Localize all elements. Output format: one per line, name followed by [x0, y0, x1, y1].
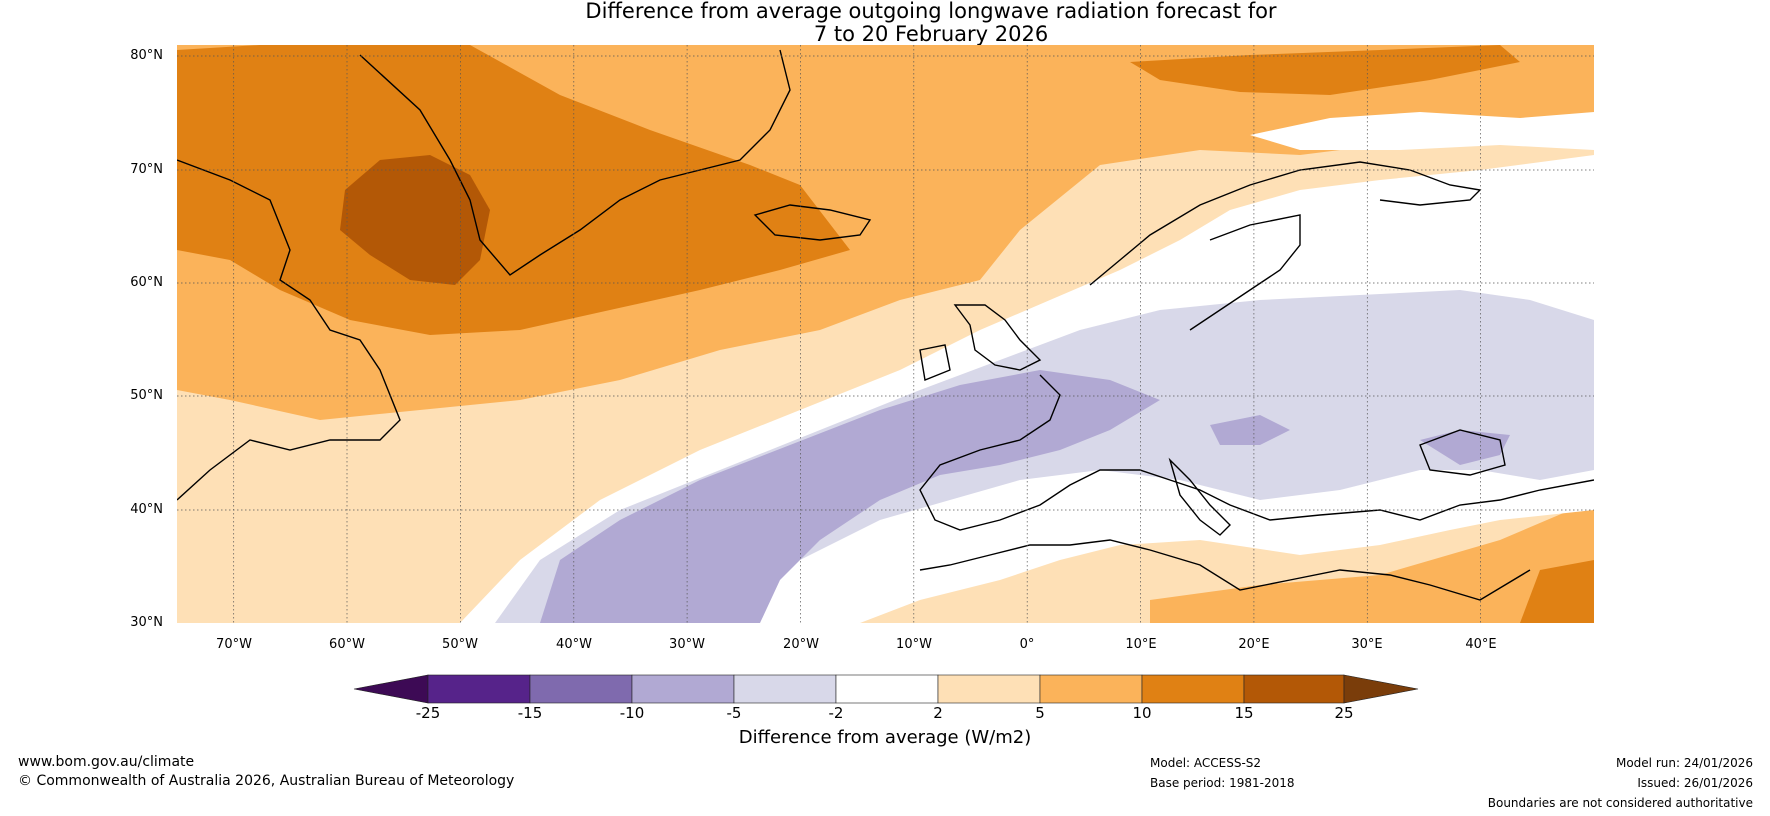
colorbar-segment-2-5 — [937, 674, 1041, 704]
coastline-black-sea — [1419, 429, 1506, 476]
lon-label-30e: 30°E — [1351, 637, 1383, 652]
lon-label-20w: 20°W — [783, 637, 819, 652]
chart-title: Difference from average outgoing longwav… — [0, 0, 1770, 46]
colorbar-segment-neg25-neg15 — [427, 674, 531, 704]
colorbar-tick-neg2: -2 — [828, 704, 844, 722]
footer-base-period: Base period: 1981-2018 — [1150, 776, 1295, 790]
colorbar-segment-neg2-2 — [835, 674, 939, 704]
footer-issued: Issued: 26/01/2026 — [1637, 776, 1753, 790]
coastline-north-africa — [919, 539, 1531, 601]
title-line-1: Difference from average outgoing longwav… — [585, 0, 1277, 23]
colorbar-segment-neg15-neg10 — [529, 674, 633, 704]
coastline-iceland — [753, 204, 872, 241]
lon-label-50w: 50°W — [442, 637, 478, 652]
colorbar-segment-10-15 — [1141, 674, 1245, 704]
anomaly-band-10-15-africa — [1520, 560, 1594, 623]
colorbar-tick-neg10: -10 — [619, 704, 645, 722]
coastline-british-isles — [919, 304, 1042, 381]
colorbar — [353, 674, 1419, 704]
lat-label-60n: 60°N — [130, 275, 163, 290]
colorbar-title: Difference from average (W/m2) — [738, 727, 1032, 748]
lon-label-40w: 40°W — [556, 637, 592, 652]
colorbar-tick-15: 15 — [1234, 704, 1254, 722]
footer-model-run: Model run: 24/01/2026 — [1615, 756, 1753, 770]
lon-label-20e: 20°E — [1238, 637, 1270, 652]
colorbar-segment-5-10 — [1039, 674, 1143, 704]
lat-label-70n: 70°N — [130, 162, 163, 177]
graticule — [177, 45, 1594, 623]
coastline-canada-east — [177, 159, 401, 501]
anomaly-band-5-10-south — [1150, 500, 1594, 623]
lat-label-80n: 80°N — [130, 48, 163, 63]
anomaly-neutral-zone-north — [1250, 112, 1594, 150]
lon-label-10e: 10°E — [1125, 637, 1157, 652]
coastline-baltic — [1189, 214, 1301, 331]
title-line-2: 7 to 20 February 2026 — [813, 22, 1049, 46]
colorbar-tick-2: 2 — [933, 704, 943, 722]
lon-label-40e: 40°E — [1465, 637, 1497, 652]
lon-label-0: 0° — [1019, 637, 1035, 652]
footer-copyright: © Commonwealth of Australia 2026, Austra… — [18, 773, 515, 789]
footer-disclaimer: Boundaries are not considered authoritat… — [1487, 796, 1753, 810]
lon-label-30w: 30°W — [669, 637, 705, 652]
footer-model: Model: ACCESS-S2 — [1150, 756, 1262, 770]
coastline-scandinavia — [1089, 161, 1482, 286]
anomaly-band-15-25 — [340, 155, 490, 285]
lat-label-30n: 30°N — [130, 615, 163, 630]
coastline-greenland — [359, 49, 791, 276]
colorbar-segment-15-25 — [1243, 674, 1345, 704]
anomaly-band-10-15 — [177, 45, 850, 335]
map-plot — [177, 45, 1594, 623]
anomaly-band-neg5-neg10 — [540, 370, 1160, 623]
lon-label-10w: 10°W — [896, 637, 932, 652]
coastline-europe-west — [919, 374, 1594, 531]
colorbar-tick-neg25: -25 — [415, 704, 441, 722]
lon-label-70w: 70°W — [216, 637, 252, 652]
colorbar-extend-high — [1343, 674, 1419, 704]
coastlines — [177, 49, 1594, 601]
lat-label-40n: 40°N — [130, 502, 163, 517]
colorbar-extend-low — [353, 674, 429, 704]
colorbar-tick-5: 5 — [1035, 704, 1045, 722]
colorbar-tick-10: 10 — [1132, 704, 1152, 722]
colorbar-tick-neg15: -15 — [517, 704, 543, 722]
coastline-italy — [1168, 457, 1231, 536]
colorbar-tick-25: 25 — [1334, 704, 1354, 722]
colorbar-segment-neg10-neg5 — [631, 674, 735, 704]
colorbar-tick-neg5: -5 — [726, 704, 742, 722]
lat-label-50n: 50°N — [130, 388, 163, 403]
anomaly-band-10-15-north — [1130, 45, 1520, 95]
lon-label-60w: 60°W — [329, 637, 365, 652]
anomaly-band-neg5-neg10-centre — [1210, 415, 1290, 445]
footer-website: www.bom.gov.au/climate — [18, 754, 195, 770]
colorbar-segment-neg5-neg2 — [733, 674, 837, 704]
anomaly-band-neg5-neg10-east — [1420, 430, 1510, 465]
